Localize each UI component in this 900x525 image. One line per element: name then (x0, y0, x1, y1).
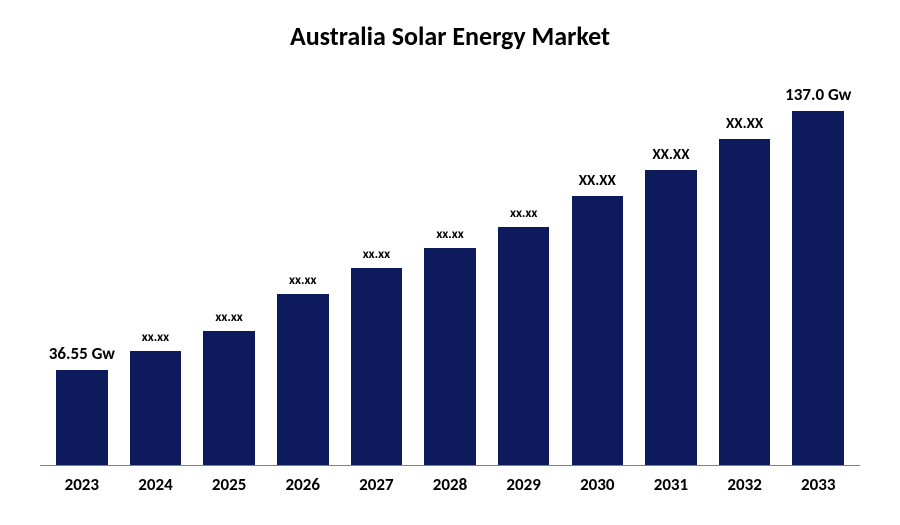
bar-value-label: 36.55 Gw (49, 343, 115, 364)
bar-group: XX.XX (634, 77, 708, 465)
x-axis-label: 2025 (192, 474, 266, 495)
bar (572, 196, 624, 465)
x-axis-label: 2023 (45, 474, 119, 495)
bar-value-label: xx.xx (215, 310, 242, 325)
bar-value-label: XX.XX (579, 172, 616, 190)
bar-value-label: xx.xx (289, 273, 316, 288)
x-axis-label: 2031 (634, 474, 708, 495)
bar-value-label: xx.xx (510, 206, 537, 221)
bar-group: XX.XX (708, 77, 782, 465)
x-axis-label: 2028 (413, 474, 487, 495)
bar (792, 111, 844, 465)
bar-value-label: xx.xx (436, 227, 463, 242)
x-axis-label: 2024 (119, 474, 193, 495)
x-axis-label: 2027 (340, 474, 414, 495)
bar-group: XX.XX (560, 77, 634, 465)
bar-group: xx.xx (340, 77, 414, 465)
x-axis-label: 2032 (708, 474, 782, 495)
bar-group: xx.xx (266, 77, 340, 465)
chart-title: Australia Solar Energy Market (40, 20, 860, 52)
x-axis-label: 2033 (781, 474, 855, 495)
bar (351, 268, 403, 465)
chart-container: Australia Solar Energy Market 36.55 Gw xx… (0, 0, 900, 525)
bar (719, 139, 771, 465)
bar (203, 331, 255, 466)
bar-value-label: xx.xx (363, 247, 390, 262)
bar (277, 294, 329, 465)
bar-group: 36.55 Gw (45, 77, 119, 465)
bar-group: xx.xx (192, 77, 266, 465)
bar (645, 170, 697, 465)
bar (130, 351, 182, 465)
bar (56, 370, 108, 465)
bar-value-label: xx.xx (142, 330, 169, 345)
bar-value-label: 137.0 Gw (785, 84, 851, 105)
bar (498, 227, 550, 465)
x-axis: 2023202420252026202720282029203020312032… (40, 466, 860, 495)
plot-area: 36.55 Gw xx.xx xx.xx xx.xx xx.xx xx.xx xx.xx XX… (40, 77, 860, 466)
bar (424, 248, 476, 465)
bar-group: xx.xx (487, 77, 561, 465)
bar-value-label: XX.XX (652, 146, 689, 164)
bar-group: xx.xx (413, 77, 487, 465)
x-axis-label: 2026 (266, 474, 340, 495)
x-axis-label: 2029 (487, 474, 561, 495)
bar-value-label: XX.XX (726, 115, 763, 133)
bar-group: xx.xx (119, 77, 193, 465)
bar-group: 137.0 Gw (781, 77, 855, 465)
x-axis-label: 2030 (560, 474, 634, 495)
